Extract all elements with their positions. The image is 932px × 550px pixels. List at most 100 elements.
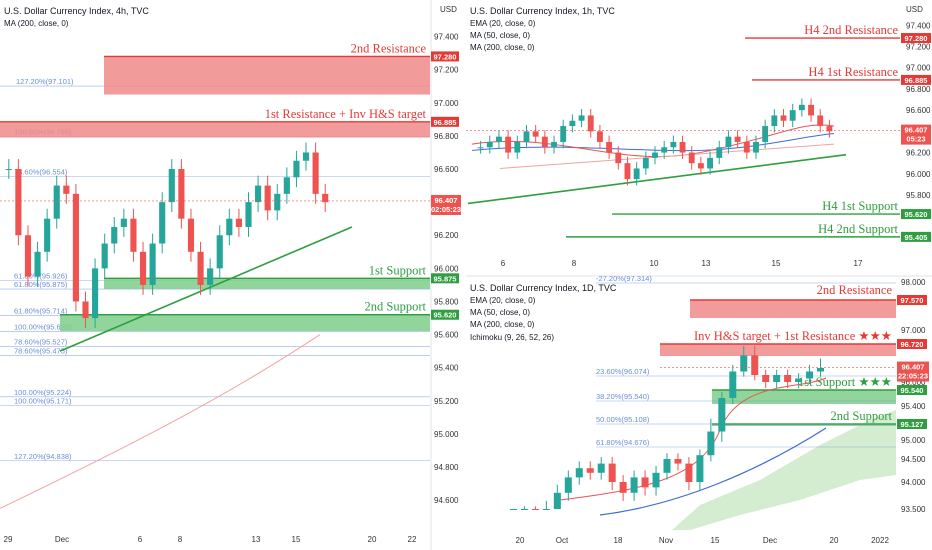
panel-1d-indicator-ema20[interactable]: EMA (20, close, 0) xyxy=(470,296,536,305)
panel-1d-zone-label: 2nd Support xyxy=(831,409,893,423)
panel-1d-price-tag-bg xyxy=(897,419,927,429)
panel-1h-candle-body xyxy=(615,152,622,164)
panel-1h-indicator-ma200[interactable]: MA (200, close, 0) xyxy=(470,43,535,52)
panel-4h-fib-label: 61.80%(95.714) xyxy=(14,307,68,316)
panel-4h-y-tick: 95.800 xyxy=(434,297,459,306)
panel-4h-candle-body xyxy=(283,177,290,194)
panel-4h-candle-body xyxy=(293,160,300,178)
panel-4h-candle-body xyxy=(44,218,51,252)
panel-4h-y-tick: 95.200 xyxy=(434,397,459,406)
panel-1d-zone-band xyxy=(690,300,896,318)
panel-1h-indicator-ema20[interactable]: EMA (20, close, 0) xyxy=(470,19,536,28)
panel-4h-y-tick: 97.000 xyxy=(434,99,459,108)
panel-1h-candle-body xyxy=(789,110,796,121)
panel-1d-price-tag: 96.720 xyxy=(901,340,924,349)
panel-1d-countdown: 22:05:23 xyxy=(898,372,928,381)
panel-1h-price-tag-bg xyxy=(901,209,931,220)
panel-1d-y-tick: 94.000 xyxy=(901,478,926,487)
panel-4h-zone-label: 2nd Support xyxy=(365,300,427,314)
panel-4h-ma200-line xyxy=(0,334,321,509)
panel-1h-candle-body xyxy=(670,141,677,148)
panel-4h-y-tick: 96.600 xyxy=(434,165,459,174)
panel-1d-x-tick: Oct xyxy=(556,536,569,545)
panel-4h-price-tag-bg xyxy=(431,116,459,127)
panel-1d-candle-body xyxy=(608,463,616,482)
panel-1h-candle-body xyxy=(743,141,750,153)
panel-1d-x-tick: 15 xyxy=(711,536,720,545)
panel-1h-candle-body xyxy=(688,152,695,164)
panel-4h-zone-label: 1st Support xyxy=(369,263,427,277)
panel-1h-price-tag: 96.885 xyxy=(905,76,928,85)
panel-4h-candle-body xyxy=(312,152,319,194)
panel-1h-indicator-ma50[interactable]: MA (50, close, 0) xyxy=(470,31,530,40)
panel-1d-x-tick: 2022 xyxy=(871,536,889,545)
panel-1d-indicator-ma50[interactable]: MA (50, close, 0) xyxy=(470,308,530,317)
panel-4h-candle-body xyxy=(255,185,262,203)
panel-4h-candle-body xyxy=(159,202,166,244)
panel-4h-fib-label: 61.80%(95.875) xyxy=(14,280,68,289)
panel-1d-fib-label: 38.20%(95.540) xyxy=(596,392,650,401)
panel-1d-current-tag-bg xyxy=(897,361,929,382)
panel-4h-candle-body xyxy=(168,169,175,203)
panel-1h-candle-body xyxy=(486,141,493,148)
panel-4h-candle-body xyxy=(274,193,281,211)
panel-1d-title: U.S. Dollar Currency Index, 1D, TVC xyxy=(470,283,617,293)
panel-1d-candle-body xyxy=(740,355,748,372)
panel-1d-zone-band xyxy=(712,424,896,426)
panel-1d-candle-body xyxy=(553,492,561,509)
panel-1h-x-tick: 13 xyxy=(702,259,711,268)
panel-4h-candle-body xyxy=(82,301,89,319)
panel-4h-price-tag-bg xyxy=(431,273,459,284)
panel-4h-y-tick: 96.000 xyxy=(434,264,459,273)
panel-1d-zone-label: Inv H&S target + 1st Resistance ★★★ xyxy=(694,329,892,343)
panel-1d-ma50-line xyxy=(599,427,827,516)
panel-4h-x-tick: 8 xyxy=(178,535,183,544)
panel-1d-candle-body xyxy=(630,477,638,493)
panel-1h-price-tag: 97.280 xyxy=(905,34,928,43)
panel-1d-candle-body xyxy=(531,509,539,510)
panel-4h-x-tick: 15 xyxy=(292,535,301,544)
panel-1h-candle-body xyxy=(569,120,576,127)
panel-1h-candle-body xyxy=(826,126,833,132)
panel-4h-current-tag-bg xyxy=(431,194,461,215)
panel-4h-candle-body xyxy=(92,268,99,319)
panel-1d-candle-body xyxy=(762,375,770,382)
panel-1d-fib-label: 61.80%(94.676) xyxy=(596,438,650,447)
panel-4h-candle-body xyxy=(34,251,41,277)
panel-4h-price-tag-bg xyxy=(431,51,459,62)
panel-4h-candle-body xyxy=(149,243,156,285)
panel-1d-y-tick: 94.500 xyxy=(901,455,926,464)
panel-4h-fib-label: 100.00%(95.224) xyxy=(14,388,72,397)
panel-4h-candle-body xyxy=(264,185,271,211)
panel-1d-zone-label: 1st Support ★★★ xyxy=(798,375,892,389)
panel-1d-candle-body xyxy=(674,459,682,464)
panel-4h-candle-body xyxy=(63,185,70,194)
panel-1d-fib-label: 23.60%(96.074) xyxy=(596,367,650,376)
panel-1h-candle-body xyxy=(541,136,548,148)
panel-1d-indicator-ichimoku[interactable]: Ichimoku (9, 26, 52, 26) xyxy=(470,333,554,342)
panel-4h-price-tag: 95.620 xyxy=(434,311,457,320)
panel-1h-candle-body xyxy=(587,115,594,132)
panel-1h-candle-body xyxy=(477,147,484,149)
panel-4h-x-tick: 13 xyxy=(252,535,261,544)
panel-1d-indicator-ma200[interactable]: MA (200, close, 0) xyxy=(470,320,535,329)
panel-1h-price-tag: 95.620 xyxy=(905,210,928,219)
panel-1d-zone-label: 2nd Resistance xyxy=(817,283,893,297)
panel-4h-zone-label: 1st Resistance + Inv H&S target xyxy=(265,107,427,121)
panel-1h-ma200-line xyxy=(499,143,835,169)
panel-1d-price-tag: 95.127 xyxy=(901,420,924,429)
panel-1d-x-tick: 20 xyxy=(830,536,839,545)
panel-1h-candle-body xyxy=(496,136,502,142)
panel-4h-candle-body xyxy=(130,218,137,252)
panel-1h-countdown: 05:23 xyxy=(906,135,925,144)
panel-1h-candle-body xyxy=(551,141,557,148)
panel-1d-candle-body xyxy=(520,509,528,510)
panel-4h-y-tick: 97.200 xyxy=(434,66,459,75)
panel-4h-y-tick: 95.400 xyxy=(434,364,459,373)
panel-1h-candle-body xyxy=(808,104,814,116)
panel-4h-fib-label: 78.60%(96.554) xyxy=(14,168,68,177)
panel-1d-candle-body xyxy=(652,472,660,488)
panel-4h-indicator-ma200[interactable]: MA (200, close, 0) xyxy=(4,19,69,28)
panel-1h-candle-body xyxy=(652,152,658,158)
panel-1d-candle-body xyxy=(542,509,550,510)
